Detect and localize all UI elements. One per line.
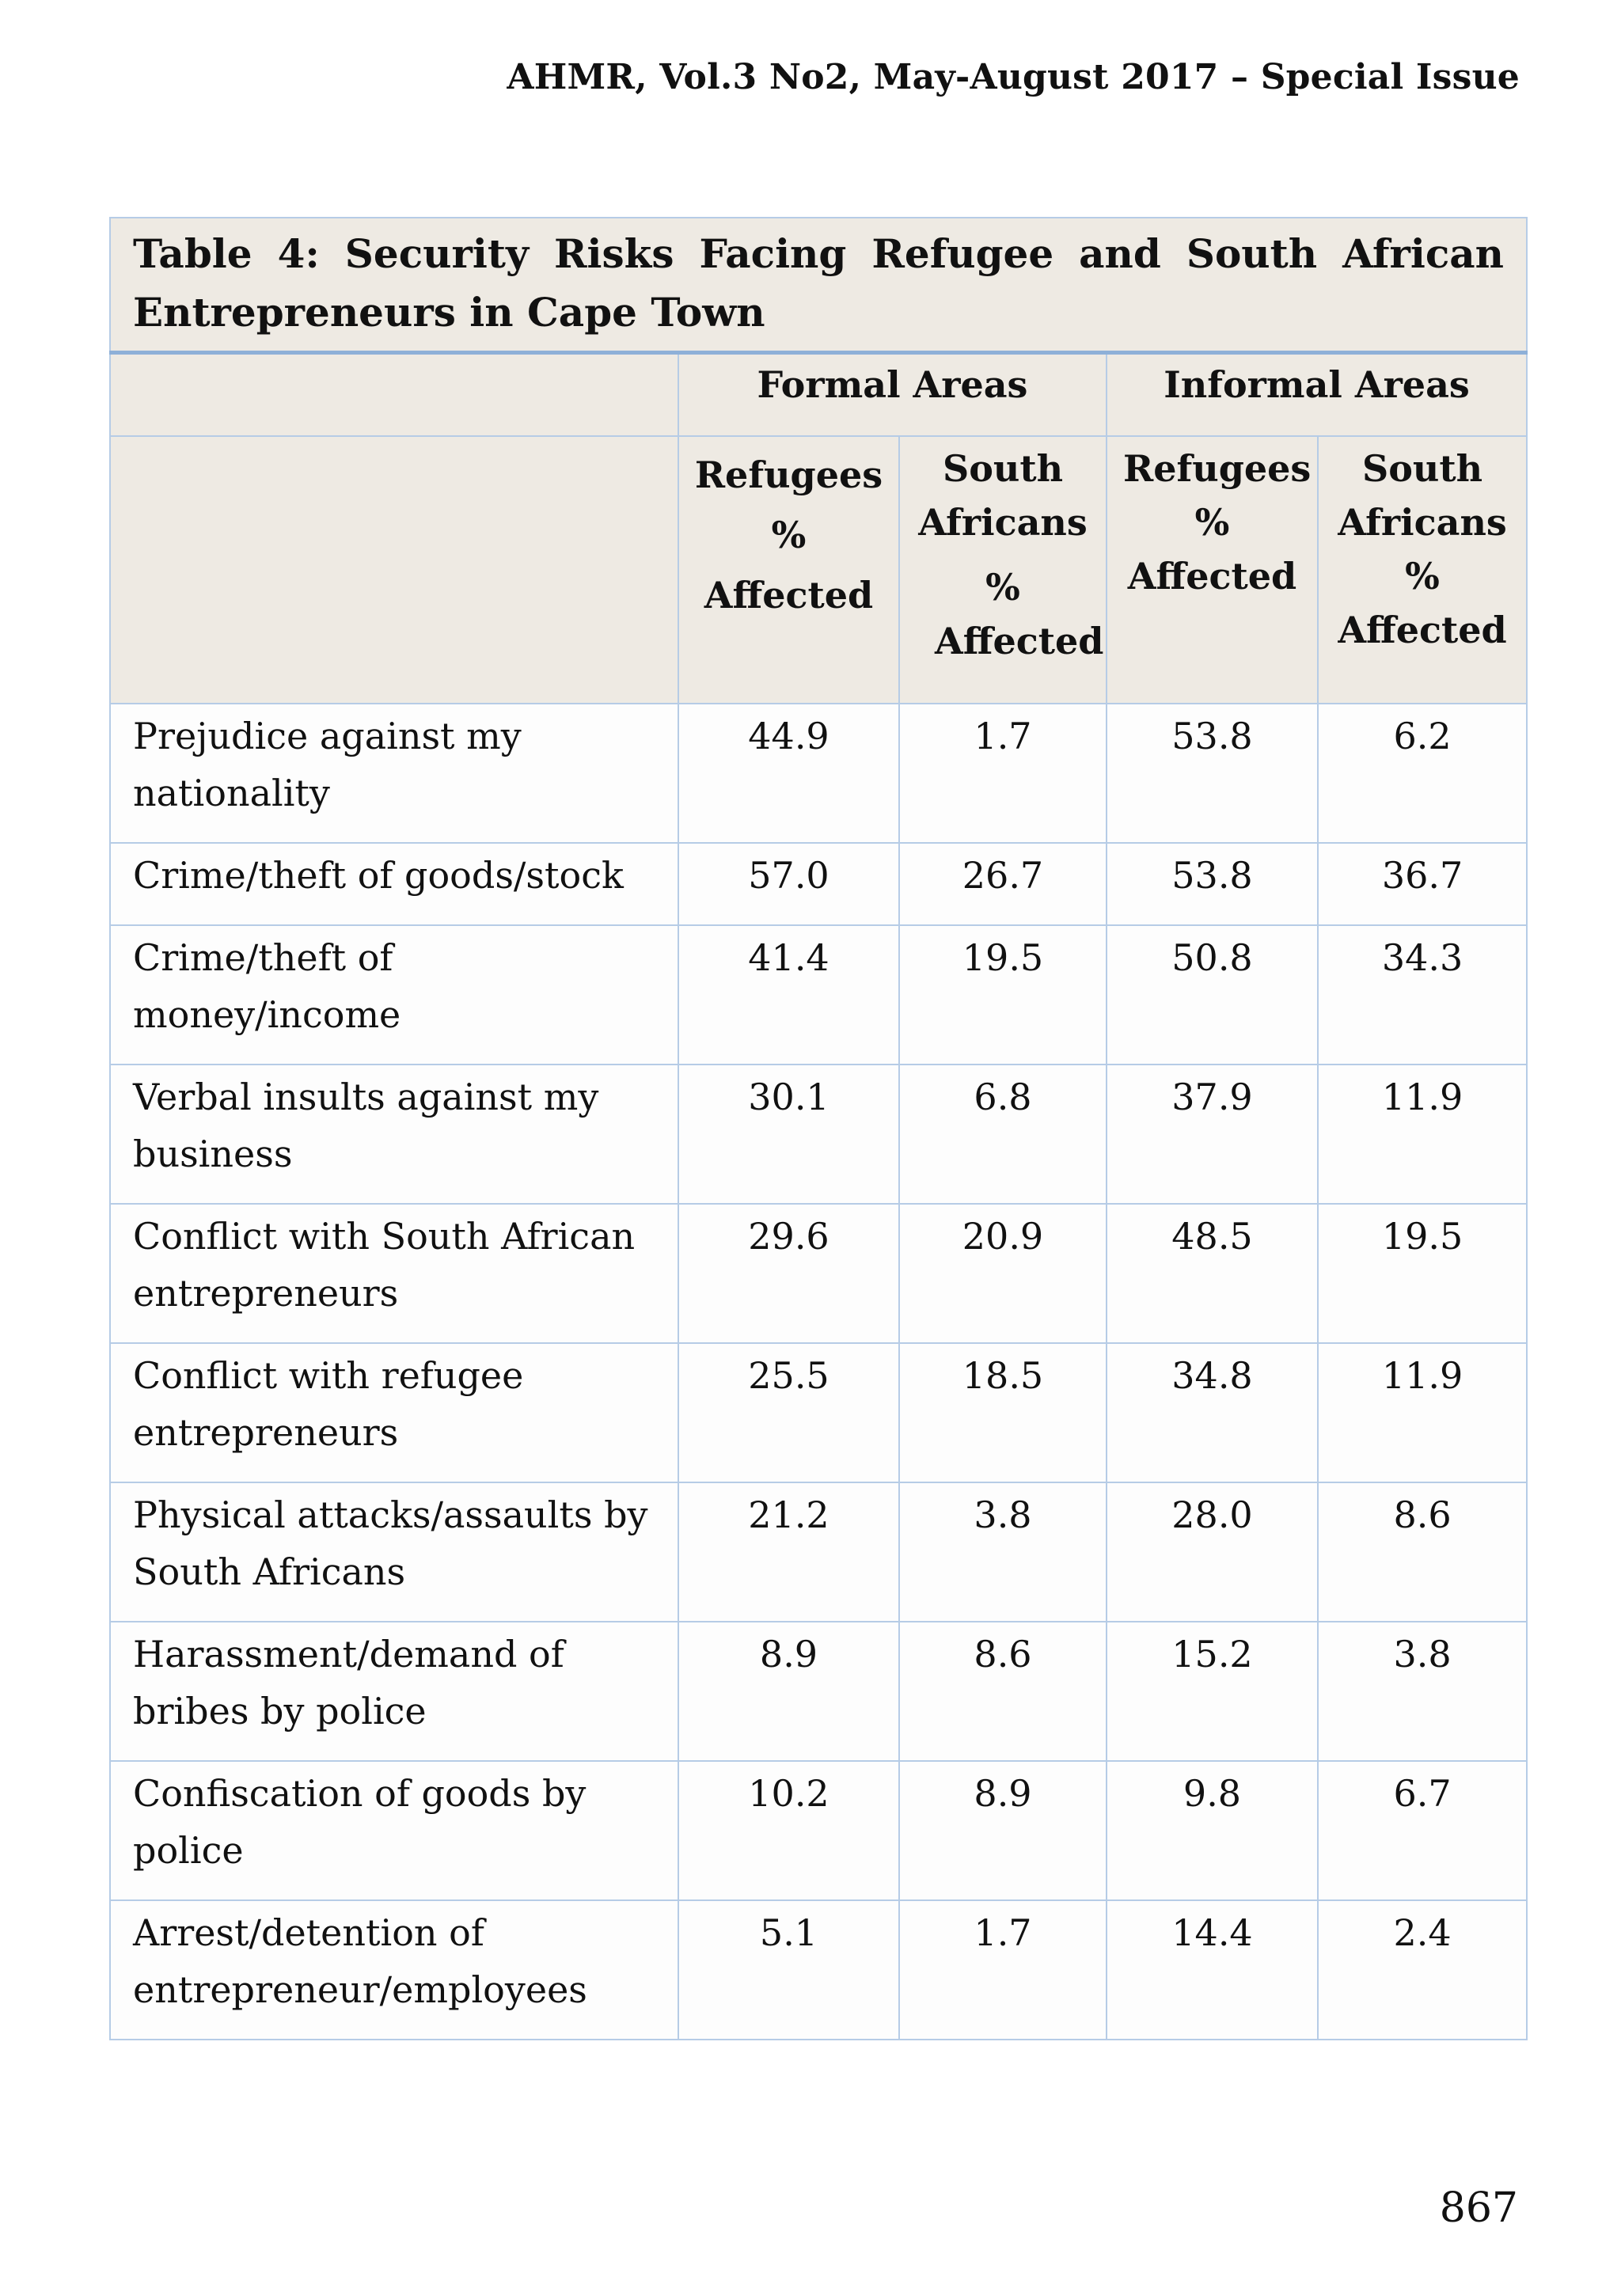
cell-informal-south-africans: 8.6 <box>1316 1482 1528 1622</box>
cell-informal-south-africans: 11.9 <box>1316 1064 1528 1205</box>
table-row: Harassment/demand of bribes by police 8.… <box>109 1621 1528 1762</box>
table-caption: Table 4: Security Risks Facing Refugee a… <box>108 217 1528 355</box>
table-row: Crime/theft of goods/stock 57.0 26.7 53.… <box>109 842 1528 926</box>
cell-formal-refugees: 41.4 <box>678 924 900 1065</box>
row-label: Confiscation of goods by police <box>109 1760 679 1901</box>
cell-informal-refugees: 14.4 <box>1106 1899 1319 2040</box>
table-row: Physical attacks/assaults by South Afric… <box>109 1482 1528 1622</box>
cell-formal-refugees: 8.9 <box>678 1621 900 1762</box>
header-blank-cell <box>109 351 679 437</box>
cell-informal-refugees: 53.8 <box>1106 842 1319 926</box>
cell-formal-refugees: 29.6 <box>678 1203 900 1344</box>
cell-informal-refugees: 48.5 <box>1106 1203 1319 1344</box>
cell-informal-south-africans: 34.3 <box>1316 924 1528 1065</box>
page-number: 867 <box>1439 2184 1518 2232</box>
cell-formal-south-africans: 1.7 <box>898 1899 1107 2040</box>
cell-informal-refugees: 37.9 <box>1106 1064 1319 1205</box>
cell-formal-south-africans: 19.5 <box>898 924 1107 1065</box>
cell-informal-south-africans: 3.8 <box>1316 1621 1528 1762</box>
table-row: Confiscation of goods by police 10.2 8.9… <box>109 1760 1528 1901</box>
cell-informal-south-africans: 19.5 <box>1316 1203 1528 1344</box>
cell-formal-south-africans: 3.8 <box>898 1482 1107 1622</box>
cell-informal-south-africans: 6.2 <box>1316 703 1528 844</box>
col-header-formal-south-africans: South Africans % Affected <box>898 435 1107 704</box>
cell-informal-refugees: 34.8 <box>1106 1342 1319 1483</box>
row-label: Harassment/demand of bribes by police <box>109 1621 679 1762</box>
running-header: AHMR, Vol.3 No2, May-August 2017 – Speci… <box>507 57 1520 97</box>
row-label: Verbal insults against my business <box>109 1064 679 1205</box>
cell-formal-refugees: 30.1 <box>678 1064 900 1205</box>
subheader-blank-cell <box>109 435 679 704</box>
cell-informal-south-africans: 2.4 <box>1316 1899 1528 2040</box>
group-header-informal: Informal Areas <box>1105 351 1528 437</box>
cell-informal-south-africans: 6.7 <box>1316 1760 1528 1901</box>
row-label: Conflict with refugee entrepreneurs <box>109 1342 679 1483</box>
cell-formal-south-africans: 18.5 <box>898 1342 1107 1483</box>
cell-formal-south-africans: 8.6 <box>898 1621 1107 1762</box>
cell-formal-south-africans: 8.9 <box>898 1760 1107 1901</box>
cell-formal-south-africans: 6.8 <box>898 1064 1107 1205</box>
cell-informal-refugees: 53.8 <box>1106 703 1319 844</box>
cell-informal-refugees: 50.8 <box>1106 924 1319 1065</box>
table-row: Crime/theft of money/income 41.4 19.5 50… <box>109 924 1528 1065</box>
cell-formal-refugees: 25.5 <box>678 1342 900 1483</box>
row-label: Conflict with South African entrepreneur… <box>109 1203 679 1344</box>
cell-formal-refugees: 57.0 <box>678 842 900 926</box>
cell-informal-south-africans: 11.9 <box>1316 1342 1528 1483</box>
table-row: Verbal insults against my business 30.1 … <box>109 1064 1528 1205</box>
cell-informal-south-africans: 36.7 <box>1316 842 1528 926</box>
col-header-informal-refugees: Refugees % Affected <box>1106 435 1319 704</box>
cell-formal-refugees: 44.9 <box>678 703 900 844</box>
table-row: Conflict with South African entrepreneur… <box>109 1203 1528 1344</box>
col-header-informal-south-africans: South Africans % Affected <box>1316 435 1528 704</box>
row-label: Physical attacks/assaults by South Afric… <box>109 1482 679 1622</box>
cell-formal-south-africans: 1.7 <box>898 703 1107 844</box>
cell-formal-south-africans: 26.7 <box>898 842 1107 926</box>
cell-formal-refugees: 10.2 <box>678 1760 900 1901</box>
cell-formal-refugees: 21.2 <box>678 1482 900 1622</box>
security-risks-table: Table 4: Security Risks Facing Refugee a… <box>108 217 1528 2040</box>
cell-formal-south-africans: 20.9 <box>898 1203 1107 1344</box>
table-row: Conflict with refugee entrepreneurs 25.5… <box>109 1342 1528 1483</box>
row-label: Arrest/detention of entrepreneur/employe… <box>109 1899 679 2040</box>
table-row: Prejudice against my nationality 44.9 1.… <box>109 703 1528 844</box>
group-header-formal: Formal Areas <box>678 351 1107 437</box>
row-label: Crime/theft of money/income <box>109 924 679 1065</box>
table-row: Arrest/detention of entrepreneur/employe… <box>109 1899 1528 2040</box>
col-header-formal-refugees: Refugees % Affected <box>678 435 900 704</box>
cell-formal-refugees: 5.1 <box>678 1899 900 2040</box>
cell-informal-refugees: 15.2 <box>1106 1621 1319 1762</box>
cell-informal-refugees: 9.8 <box>1106 1760 1319 1901</box>
row-label: Crime/theft of goods/stock <box>109 842 679 926</box>
cell-informal-refugees: 28.0 <box>1106 1482 1319 1622</box>
row-label: Prejudice against my nationality <box>109 703 679 844</box>
